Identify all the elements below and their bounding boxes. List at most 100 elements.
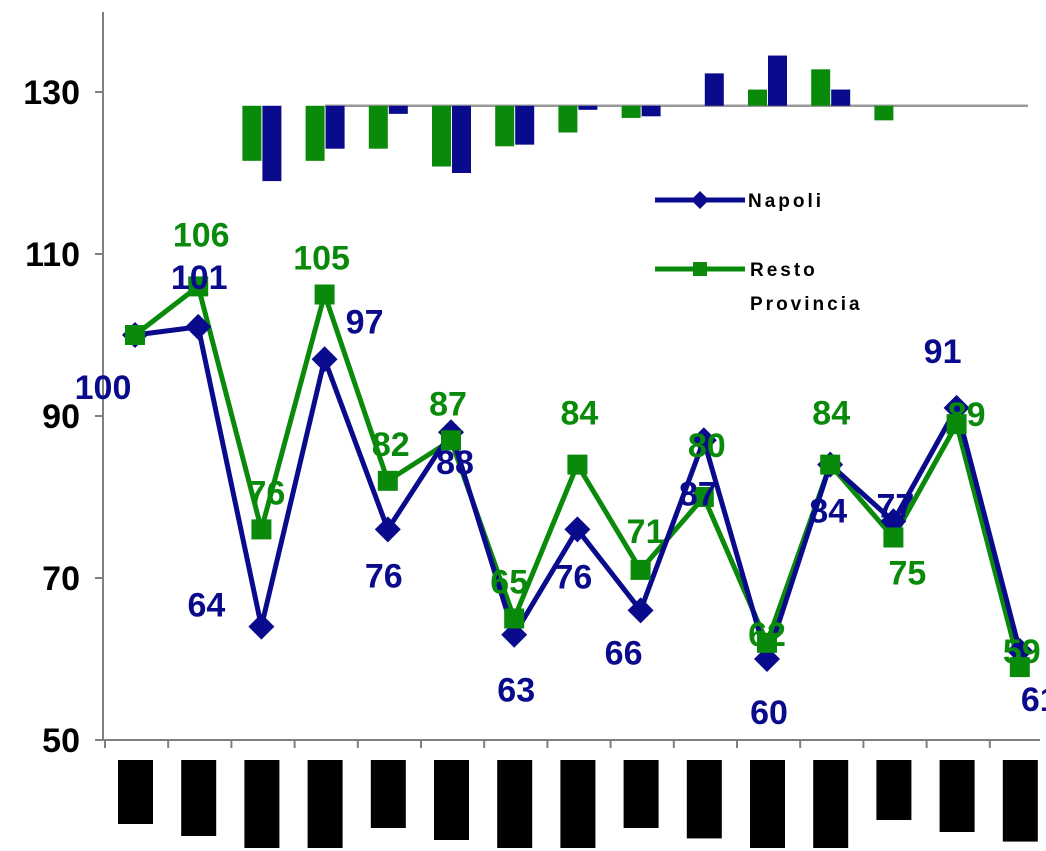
marker-resto <box>377 470 398 491</box>
diff-bar-resto <box>874 105 894 121</box>
marker-resto <box>757 632 777 653</box>
y-tick-label: 50 <box>42 722 80 760</box>
bottom-bar <box>370 760 406 828</box>
diff-bar-napoli <box>515 105 535 145</box>
diff-bar-resto <box>748 89 767 106</box>
marker-resto <box>630 559 651 580</box>
marker-resto <box>567 454 588 475</box>
marker-resto <box>820 454 841 475</box>
legend-napoli-marker <box>691 191 709 209</box>
diff-bar-napoli <box>704 73 724 106</box>
data-label-resto: 71 <box>627 513 665 551</box>
data-label-napoli: 61 <box>1021 681 1046 719</box>
bottom-bar <box>244 760 280 848</box>
y-tick-label: 90 <box>42 398 80 436</box>
bottom-bar <box>686 760 722 839</box>
data-label-resto: 65 <box>490 564 528 602</box>
bottom-bar <box>750 760 785 848</box>
marker-napoli <box>564 516 591 543</box>
data-label-resto: 82 <box>372 426 410 464</box>
diff-bar-resto <box>495 105 515 147</box>
marker-napoli <box>627 597 654 624</box>
marker-napoli <box>248 613 275 640</box>
legend: Napoli Resto Provincia <box>655 191 863 315</box>
diff-bar-resto <box>242 105 262 161</box>
diff-bar-napoli <box>768 55 787 106</box>
legend-resto-label: Resto <box>750 260 818 281</box>
legend-resto-label-line2: Provincia <box>750 294 863 315</box>
data-label-resto: 105 <box>293 240 350 278</box>
legend-entry-resto-provincia: Resto Provincia <box>655 260 863 315</box>
diff-bar-napoli <box>578 105 598 110</box>
diff-bar-napoli <box>262 105 282 182</box>
bottom-bar <box>1002 760 1038 842</box>
bottom-bar <box>181 760 217 836</box>
diff-bar-resto <box>811 69 831 106</box>
y-tick-label: 130 <box>23 74 80 112</box>
data-label-napoli: 101 <box>171 259 228 297</box>
data-label-resto: 84 <box>560 395 598 433</box>
data-label-napoli: 60 <box>750 694 788 732</box>
diff-bar-napoli <box>388 105 408 114</box>
bottom-bar <box>560 760 596 848</box>
diff-bar-napoli <box>452 105 471 173</box>
data-label-resto: 75 <box>888 555 926 593</box>
bottom-bar <box>497 760 533 848</box>
y-tick-label: 70 <box>42 560 80 598</box>
series-markers <box>122 276 1033 678</box>
data-label-napoli: 91 <box>924 333 962 371</box>
marker-resto <box>693 487 714 507</box>
y-tick-label: 110 <box>25 236 80 274</box>
data-label-napoli: 77 <box>876 487 914 525</box>
marker-resto <box>1009 657 1030 678</box>
diff-bar-napoli <box>641 105 661 117</box>
marker-resto <box>251 519 272 540</box>
x-ticks <box>104 740 991 748</box>
marker-resto <box>188 276 209 297</box>
data-label-napoli: 97 <box>346 303 384 341</box>
bottom-bar <box>434 760 469 840</box>
diff-bar-resto <box>621 105 641 118</box>
data-label-napoli: 100 <box>75 369 132 407</box>
marker-resto <box>441 430 461 451</box>
y-ticks: 50 70 90 110 130 <box>23 74 103 760</box>
bottom-bars <box>118 760 1038 848</box>
diff-bar-napoli <box>325 105 345 149</box>
marker-resto <box>125 325 145 345</box>
bottom-bar <box>307 760 343 848</box>
bottom-bar <box>623 760 659 828</box>
diff-bar-resto <box>558 105 578 133</box>
data-label-napoli: 87 <box>679 475 717 513</box>
difference-bars <box>242 55 1028 182</box>
legend-napoli-label: Napoli <box>748 191 824 212</box>
data-label-napoli: 76 <box>365 557 403 595</box>
data-label-napoli: 63 <box>497 672 535 710</box>
data-label-resto: 84 <box>812 395 850 433</box>
data-label-resto: 80 <box>688 427 726 465</box>
data-label-resto: 76 <box>247 474 285 512</box>
marker-resto <box>504 608 525 629</box>
marker-napoli <box>690 427 717 454</box>
data-label-resto: 87 <box>429 385 467 423</box>
data-label-napoli: 76 <box>554 558 592 596</box>
bottom-bar <box>939 760 975 832</box>
data-label-resto: 89 <box>948 396 986 434</box>
data-label-resto: 106 <box>173 216 230 254</box>
bottom-bar <box>118 760 153 824</box>
diff-bar-resto <box>432 105 451 167</box>
marker-resto <box>883 527 904 548</box>
data-label-resto: 62 <box>748 616 786 654</box>
marker-napoli <box>311 346 338 373</box>
data-label-resto: 59 <box>1003 633 1041 671</box>
data-label-napoli: 66 <box>605 634 643 672</box>
data-label-napoli: 88 <box>436 444 474 482</box>
data-label-napoli: 64 <box>187 587 225 625</box>
marker-resto <box>314 284 335 305</box>
diff-bar-resto <box>368 105 388 149</box>
data-labels: 100 101 64 97 76 88 63 76 66 87 60 84 77 91 61 106 76 105… <box>75 216 1046 732</box>
legend-entry-napoli: Napoli <box>655 191 824 212</box>
legend-resto-marker <box>693 262 707 276</box>
marker-napoli <box>185 313 212 340</box>
bottom-bar <box>876 760 912 820</box>
